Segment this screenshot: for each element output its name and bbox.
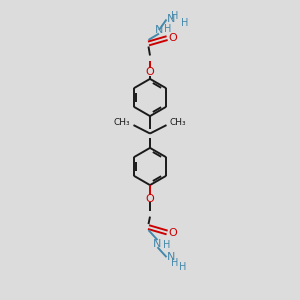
Text: N: N bbox=[155, 25, 163, 35]
Text: O: O bbox=[146, 194, 154, 204]
Text: N: N bbox=[167, 252, 175, 262]
Text: CH₃: CH₃ bbox=[169, 118, 186, 127]
Text: O: O bbox=[168, 33, 177, 43]
Text: H: H bbox=[171, 11, 178, 21]
Text: H: H bbox=[179, 262, 187, 272]
Text: O: O bbox=[168, 227, 177, 238]
Text: N: N bbox=[167, 14, 175, 25]
Text: CH₃: CH₃ bbox=[114, 118, 130, 127]
Text: H: H bbox=[171, 257, 178, 268]
Text: H: H bbox=[181, 17, 188, 28]
Text: O: O bbox=[146, 67, 154, 77]
Text: H: H bbox=[163, 240, 170, 250]
Text: N: N bbox=[153, 238, 162, 249]
Text: H: H bbox=[164, 23, 172, 34]
